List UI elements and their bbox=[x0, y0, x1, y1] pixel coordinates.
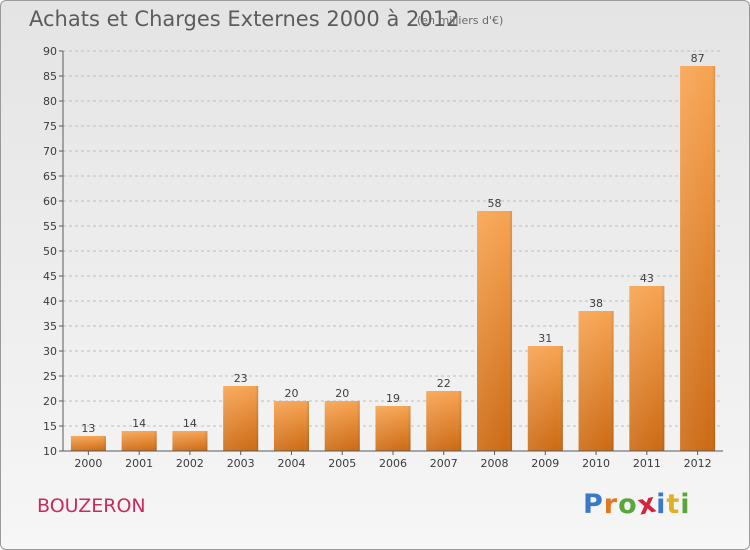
value-label-2005: 20 bbox=[335, 387, 349, 400]
x-tick-label-2011: 2011 bbox=[633, 457, 661, 470]
x-tick-label-2001: 2001 bbox=[125, 457, 153, 470]
y-tick-label-50: 50 bbox=[43, 245, 57, 258]
commune-name: BOUZERON bbox=[37, 495, 146, 517]
x-tick-label-2005: 2005 bbox=[328, 457, 356, 470]
brand-letter-2: o bbox=[618, 489, 638, 520]
y-tick-label-35: 35 bbox=[43, 320, 57, 333]
value-label-2008: 58 bbox=[488, 197, 502, 210]
value-label-2010: 38 bbox=[589, 297, 603, 310]
bar-shade-2011 bbox=[629, 286, 665, 451]
bar-shade-2000 bbox=[70, 436, 106, 451]
x-tick-label-2006: 2006 bbox=[379, 457, 407, 470]
x-tick-label-2000: 2000 bbox=[74, 457, 102, 470]
value-label-2002: 14 bbox=[183, 417, 197, 430]
brand-letter-4: i bbox=[656, 489, 667, 520]
value-label-2004: 20 bbox=[284, 387, 298, 400]
y-tick-label-70: 70 bbox=[43, 145, 57, 158]
y-tick-label-55: 55 bbox=[43, 220, 57, 233]
y-tick-label-65: 65 bbox=[43, 170, 57, 183]
brand-letter-6: i bbox=[680, 489, 691, 520]
bar-shade-2009 bbox=[527, 346, 563, 451]
brand-logo[interactable]: Proxiti bbox=[583, 487, 691, 521]
bar-shade-2006 bbox=[375, 406, 411, 451]
y-tick-label-15: 15 bbox=[43, 420, 57, 433]
x-tick-label-2004: 2004 bbox=[277, 457, 305, 470]
chart-subtitle: (en milliers d'€) bbox=[417, 14, 504, 27]
y-tick-label-90: 90 bbox=[43, 45, 57, 58]
value-label-2009: 31 bbox=[538, 332, 552, 345]
y-tick-label-10: 10 bbox=[43, 445, 57, 458]
value-label-2000: 13 bbox=[81, 422, 95, 435]
value-label-2012: 87 bbox=[691, 52, 705, 65]
x-tick-label-2009: 2009 bbox=[531, 457, 559, 470]
bar-shade-2007 bbox=[426, 391, 462, 451]
y-tick-label-80: 80 bbox=[43, 95, 57, 108]
x-tick-label-2002: 2002 bbox=[176, 457, 204, 470]
y-tick-label-20: 20 bbox=[43, 395, 57, 408]
value-label-2007: 22 bbox=[437, 377, 451, 390]
brand-letter-1: r bbox=[603, 489, 619, 520]
y-tick-label-25: 25 bbox=[43, 370, 57, 383]
bar-shade-2001 bbox=[121, 431, 157, 451]
labels: 10 15 20 25 30 35 40 45 50 55 60 65 70 75 80 85 90 13 2000… bbox=[43, 45, 712, 470]
y-tick-label-40: 40 bbox=[43, 295, 57, 308]
brand-letter-5: t bbox=[666, 489, 681, 520]
y-tick-label-75: 75 bbox=[43, 120, 57, 133]
bar-shade-2008 bbox=[477, 211, 513, 451]
y-tick-label-60: 60 bbox=[43, 195, 57, 208]
value-label-2003: 23 bbox=[234, 372, 248, 385]
bar-shade-2004 bbox=[273, 401, 309, 451]
bar-shade-2010 bbox=[578, 311, 614, 451]
chart-title: Achats et Charges Externes 2000 à 2012 bbox=[29, 7, 460, 31]
x-tick-label-2007: 2007 bbox=[430, 457, 458, 470]
axes bbox=[59, 50, 723, 455]
x-tick-label-2010: 2010 bbox=[582, 457, 610, 470]
brand-letter-0: P bbox=[583, 489, 604, 520]
x-tick-label-2008: 2008 bbox=[481, 457, 509, 470]
bar-shade-2003 bbox=[223, 386, 259, 451]
x-tick-label-2012: 2012 bbox=[684, 457, 712, 470]
x-tick-label-2003: 2003 bbox=[227, 457, 255, 470]
y-tick-label-45: 45 bbox=[43, 270, 57, 283]
value-label-2011: 43 bbox=[640, 272, 654, 285]
bar-shade-2005 bbox=[324, 401, 360, 451]
value-label-2001: 14 bbox=[132, 417, 146, 430]
bar-shade-2002 bbox=[172, 431, 208, 451]
bars bbox=[70, 66, 716, 451]
y-tick-label-85: 85 bbox=[43, 70, 57, 83]
bar-shade-2012 bbox=[680, 66, 716, 451]
y-tick-label-30: 30 bbox=[43, 345, 57, 358]
grid-lines bbox=[63, 50, 723, 427]
value-label-2006: 19 bbox=[386, 392, 400, 405]
